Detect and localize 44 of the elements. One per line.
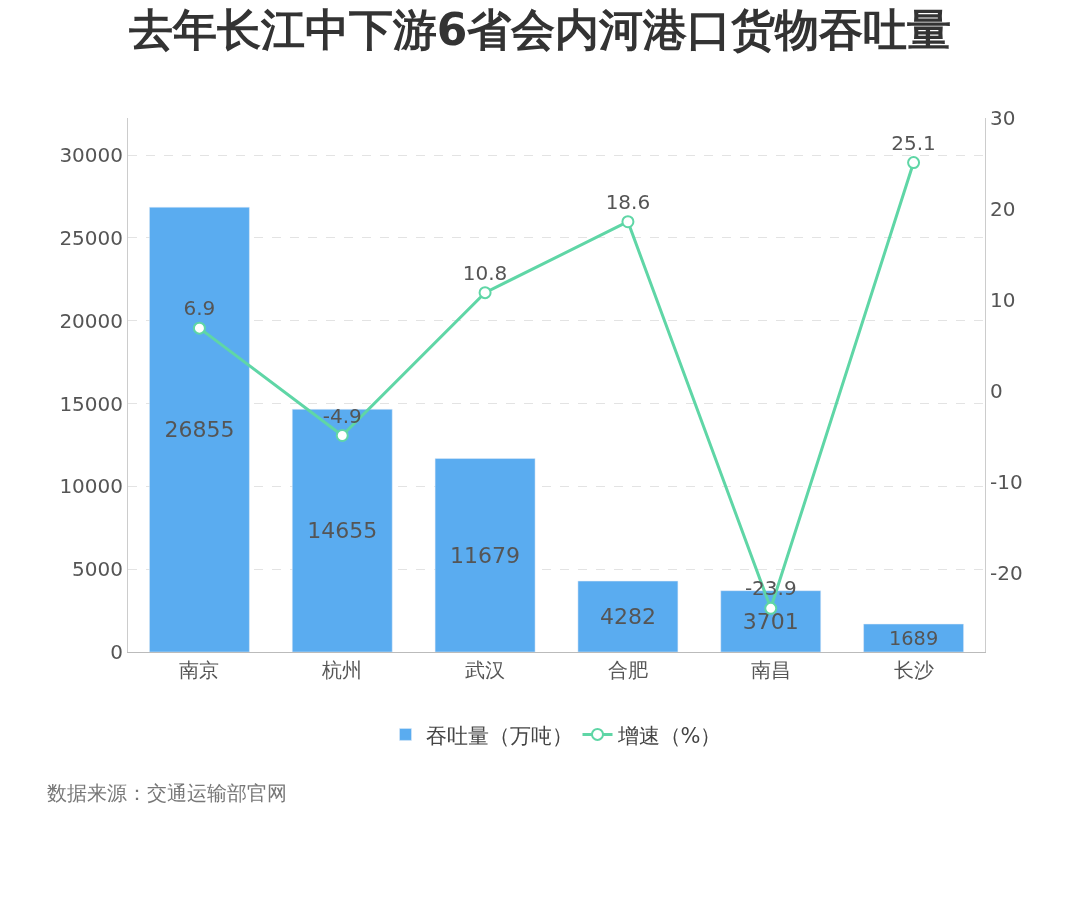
bar [149, 206, 250, 652]
data-label: 26855 [164, 417, 235, 443]
data-label: 18.6 [605, 189, 651, 214]
y-tick-label: 15000 [59, 391, 123, 416]
y2-tick-label: -10 [990, 469, 1023, 494]
data-label: 1689 [888, 626, 939, 650]
data-label: 10.8 [462, 260, 508, 285]
x-tick-label: 南京 [179, 658, 220, 682]
data-label: 6.9 [183, 296, 216, 321]
bar [577, 580, 679, 652]
y2-tick-label: 0 [990, 378, 1003, 403]
bar [863, 623, 964, 652]
y2-tick-label: 20 [990, 196, 1016, 221]
x-tick-label: 杭州 [321, 658, 363, 682]
y-tick-label: 30000 [59, 143, 123, 168]
data-label: 4282 [599, 604, 656, 630]
x-tick-label: 长沙 [893, 658, 934, 682]
data-label: 3701 [742, 608, 799, 634]
data-label: 14655 [307, 518, 378, 544]
point [907, 156, 921, 170]
y-tick-label: 10000 [59, 474, 123, 499]
y-tick-label: 25000 [59, 225, 123, 250]
y2-tick-label: 30 [990, 106, 1016, 130]
x-tick-label: 武汉 [465, 658, 506, 682]
y2-tick-label: 10 [990, 287, 1016, 312]
bar [292, 409, 393, 652]
legend-label: 增速（%） [616, 723, 722, 748]
data-label: 11679 [450, 542, 521, 568]
bar [434, 458, 536, 652]
x-tick-label: 合肥 [607, 658, 648, 682]
x-tick-label: 南昌 [750, 658, 791, 682]
data-label: -4.9 [322, 403, 362, 428]
y-tick-label: 20000 [59, 308, 123, 333]
legend-label: 吞吐量（万吨） [425, 723, 573, 748]
source-note: 数据来源：交通运输部官网 [47, 781, 287, 805]
point [621, 215, 635, 229]
y-tick-label: 5000 [72, 557, 123, 582]
point [335, 428, 349, 442]
data-label: 25.1 [891, 130, 936, 155]
point [192, 321, 206, 335]
y-tick-label: 0 [110, 640, 123, 664]
y2-tick-label: -20 [990, 560, 1023, 585]
chart-title: 去年长江中下游6省会内河港口货物吞吐量 [128, 3, 952, 55]
point [478, 286, 492, 300]
